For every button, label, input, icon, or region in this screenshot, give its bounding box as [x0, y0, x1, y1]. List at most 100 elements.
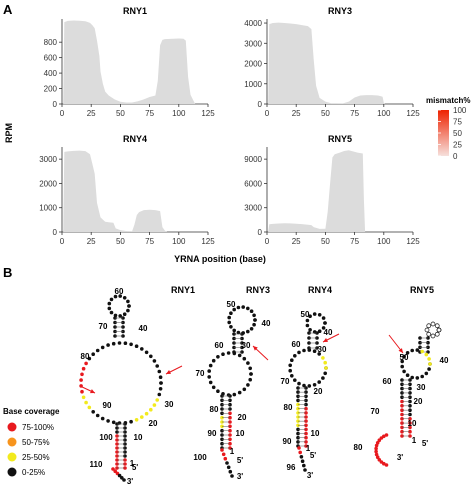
nucleotide	[431, 334, 435, 338]
nucleotide	[122, 296, 127, 300]
nucleotide	[117, 473, 122, 478]
y-tick-label: 0	[53, 228, 58, 237]
nucleotide	[427, 367, 431, 371]
y-tick-label: 1000	[39, 204, 57, 213]
nucleotide	[305, 318, 310, 323]
coverage-area	[268, 22, 385, 105]
highlight-arrowhead	[253, 346, 258, 351]
nucleotide	[111, 467, 115, 471]
nucleotide	[290, 358, 294, 363]
structure-label: 60	[115, 287, 124, 296]
nucleotide	[242, 356, 247, 361]
nucleotide	[107, 301, 112, 306]
nucleotide	[227, 315, 231, 320]
structure-label: 40	[139, 324, 148, 333]
nucleotide	[227, 320, 231, 325]
coverage-area	[63, 150, 168, 232]
highlight-arrowhead	[166, 370, 171, 374]
nucleotide	[293, 378, 297, 383]
structure-label: 20	[414, 397, 423, 406]
x-tick-label: 75	[350, 237, 359, 246]
nucleotide	[420, 349, 425, 354]
nucleotide	[410, 348, 415, 353]
x-tick-label: 125	[201, 237, 215, 246]
x-tick-label: 50	[116, 109, 125, 118]
y-tick-label: 0	[258, 228, 263, 237]
nucleotide	[405, 351, 410, 355]
nucleotide	[220, 448, 224, 452]
base-coverage-legend: Base coverage 75-100% 50-75% 25-50% 0-25%	[3, 407, 60, 477]
nucleotide	[377, 458, 382, 462]
nucleotide-open	[426, 331, 432, 337]
x-tick-label: 50	[321, 237, 330, 246]
structure-rny1: RNY1 60 70 40 80 30 90 20 100 10 110 15' 3'	[79, 285, 195, 485]
y-tick-label: 3000	[244, 204, 262, 213]
nucleotide	[249, 372, 253, 376]
coverage-legend-title: Base coverage	[3, 407, 60, 416]
mismatch-colorbar	[438, 110, 449, 156]
nucleotide	[302, 463, 306, 468]
nucleotide	[155, 398, 159, 402]
panel-a-letter: A	[3, 2, 13, 17]
nucleotide	[237, 353, 242, 358]
nucleotide	[111, 420, 116, 425]
structure-label: 3'	[127, 477, 133, 485]
structure-label: 60	[383, 377, 392, 386]
facet-rny4: RNY4 0 1000 2000 3000 0 25 50 75 100 125	[39, 134, 215, 246]
nucleotide	[111, 341, 116, 346]
nucleotide	[302, 383, 306, 388]
structure-label: 10	[408, 419, 417, 428]
structure-label: 80	[354, 443, 363, 452]
structure-label: 5'	[422, 439, 428, 448]
nucleotide	[297, 350, 301, 355]
nucleotide	[81, 395, 86, 400]
structure-label: 100	[193, 453, 207, 462]
x-tick-label: 25	[87, 237, 96, 246]
nucleotide	[246, 361, 250, 365]
nucleotide-open	[436, 327, 442, 333]
nucleotide	[425, 328, 429, 332]
nucleotide	[144, 411, 149, 416]
structure-label: 20	[238, 413, 247, 422]
mismatch-legend-tick: 100	[453, 106, 467, 115]
nucleotide	[232, 307, 236, 312]
facet-title: RNY1	[123, 6, 147, 16]
nucleotide-open	[434, 331, 440, 337]
structure-label: 70	[99, 322, 108, 331]
nucleotide	[115, 471, 120, 476]
structure-label: 10	[236, 429, 245, 438]
nucleotide	[91, 352, 95, 357]
nucleotide	[246, 383, 250, 387]
structure-label: 40	[440, 356, 449, 365]
nucleotide	[134, 344, 139, 349]
facet-rny3: RNY3 0 1000 2000 3000 4000 0 25 50 75 100 125	[244, 6, 420, 118]
nucleotide	[229, 325, 233, 329]
nucleotide	[317, 352, 322, 356]
nucleotide	[158, 375, 163, 380]
structure-label: 90	[283, 437, 292, 446]
nucleotide	[405, 373, 410, 378]
nucleotide	[300, 459, 305, 464]
nucleotide	[80, 389, 84, 394]
nucleotide	[140, 347, 144, 351]
highlight-arrowhead	[90, 389, 95, 394]
structure-label: 60	[215, 341, 224, 350]
nucleotide	[79, 378, 83, 382]
nucleotide-open	[434, 323, 440, 329]
y-tick-label: 0	[53, 100, 58, 109]
nucleotide	[324, 366, 328, 370]
x-tick-label: 25	[292, 237, 301, 246]
structure-label: 1	[130, 459, 135, 468]
x-tick-label: 75	[145, 109, 154, 118]
nucleotide-open	[430, 321, 436, 327]
mismatch-legend-title: mismatch%	[426, 96, 470, 105]
structure-label: 20	[314, 387, 323, 396]
x-tick-label: 75	[145, 237, 154, 246]
structure-label: 30	[417, 383, 426, 392]
nucleotide	[248, 366, 252, 371]
structure-label: 1	[230, 447, 235, 456]
nucleotide-open	[424, 327, 430, 333]
x-tick-label: 0	[60, 109, 65, 118]
